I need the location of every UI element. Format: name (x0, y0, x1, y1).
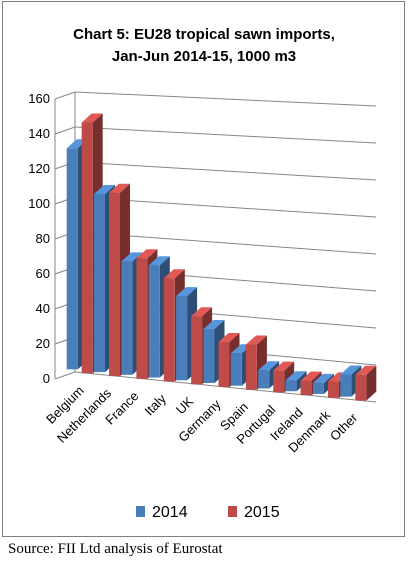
y-tick-label: 60 (36, 266, 50, 281)
y-tick-label: 140 (28, 126, 50, 141)
bar-italy-2014-top (148, 256, 170, 266)
x-tick-label: Italy (141, 391, 169, 419)
bar-germany-2014-front (203, 329, 215, 383)
bar-spain-2015-front (245, 344, 257, 390)
chart-svg: Chart 5: EU28 tropical sawn imports, Jan… (28, 26, 377, 521)
gridline-side (54, 91, 76, 100)
bar-netherlands-2014-front (94, 193, 106, 373)
bar-uk-2015-top (191, 307, 213, 317)
legend-label-2015: 2015 (244, 504, 280, 521)
bar-ireland-2015-front (300, 380, 312, 396)
bar-italy-2014-front (148, 265, 160, 378)
legend-swatch-2015 (228, 506, 237, 517)
bar-italy-2015-front (163, 278, 175, 382)
chart-title-line1: Chart 5: EU28 tropical sawn imports, (73, 26, 335, 43)
bar-belgium-2015-top (81, 113, 103, 123)
bar-other-2015 (355, 365, 377, 401)
y-tick-label: 40 (36, 301, 50, 316)
y-tick-labels: 0 20 40 60 80 100 120 140 160 (28, 91, 50, 386)
bar-portugal-2015-top (273, 361, 295, 371)
bar-germany-2014-top (203, 320, 225, 329)
bar-france-2014-top (121, 252, 143, 262)
legend-label-2014: 2014 (152, 504, 188, 521)
legend-swatch-2014 (136, 506, 145, 517)
bar-uk-2014-top (176, 287, 198, 297)
y-tick-label: 80 (36, 231, 50, 246)
y-tick-label: 100 (28, 196, 50, 211)
bar-france-2014-front (121, 261, 133, 375)
gridline (74, 126, 377, 144)
bar-france-2015-top (136, 249, 158, 259)
bar-layer (66, 113, 377, 401)
x-tick-label: UK (173, 394, 197, 418)
gridline-side (54, 371, 76, 380)
bar-other-2014-top (340, 365, 362, 375)
bar-netherlands-2015-front (109, 192, 121, 377)
bar-germany-2015-top (218, 333, 240, 342)
bar-spain-2014-front (230, 353, 242, 386)
gridline (74, 91, 377, 107)
bar-portugal-2014-front (258, 370, 270, 389)
bar-other-2015-side (366, 365, 377, 401)
bar-portugal-2014-top (258, 361, 280, 371)
bar-ireland-2014-top (285, 371, 307, 381)
bar-uk-2015-front (191, 316, 203, 385)
bar-belgium-2015-front (81, 122, 93, 374)
y-tick-label: 0 (43, 371, 50, 386)
bar-denmark-2015-front (327, 381, 339, 398)
bar-other-2015-front (355, 374, 367, 401)
bar-other-2015-top (355, 365, 377, 375)
x-tick-label: Other (327, 410, 361, 444)
bar-other-2014-front (340, 374, 352, 397)
y-tick-label: 20 (36, 336, 50, 351)
chart-frame: Chart 5: EU28 tropical sawn imports, Jan… (2, 1, 405, 537)
bar-ireland-2014-front (285, 380, 297, 392)
legend: 2014 2015 (136, 504, 280, 521)
bar-denmark-2014-front (312, 382, 324, 394)
bar-spain-2015-top (245, 335, 267, 345)
bar-germany-2015-front (218, 342, 230, 387)
gridline (74, 161, 377, 181)
bar-netherlands-2015-top (109, 183, 130, 193)
bar-denmark-2014-top (313, 373, 334, 383)
bar-belgium-2014-front (66, 148, 78, 370)
bar-netherlands-2014-top (94, 185, 115, 194)
gridline-side (54, 126, 76, 135)
chart-title-line2: Jan-Jun 2014-15, 1000 m3 (112, 48, 296, 65)
y-tick-label: 120 (28, 161, 50, 176)
y-tick-label: 160 (28, 91, 50, 106)
bar-portugal-2015-front (273, 370, 285, 393)
bar-ireland-2015-top (300, 371, 322, 381)
source-note: Source: FII Ltd analysis of Eurostat (8, 541, 223, 557)
bar-france-2015-front (136, 258, 148, 379)
bar-uk-2014-front (176, 296, 188, 381)
bar-italy-2015-top (163, 269, 185, 279)
